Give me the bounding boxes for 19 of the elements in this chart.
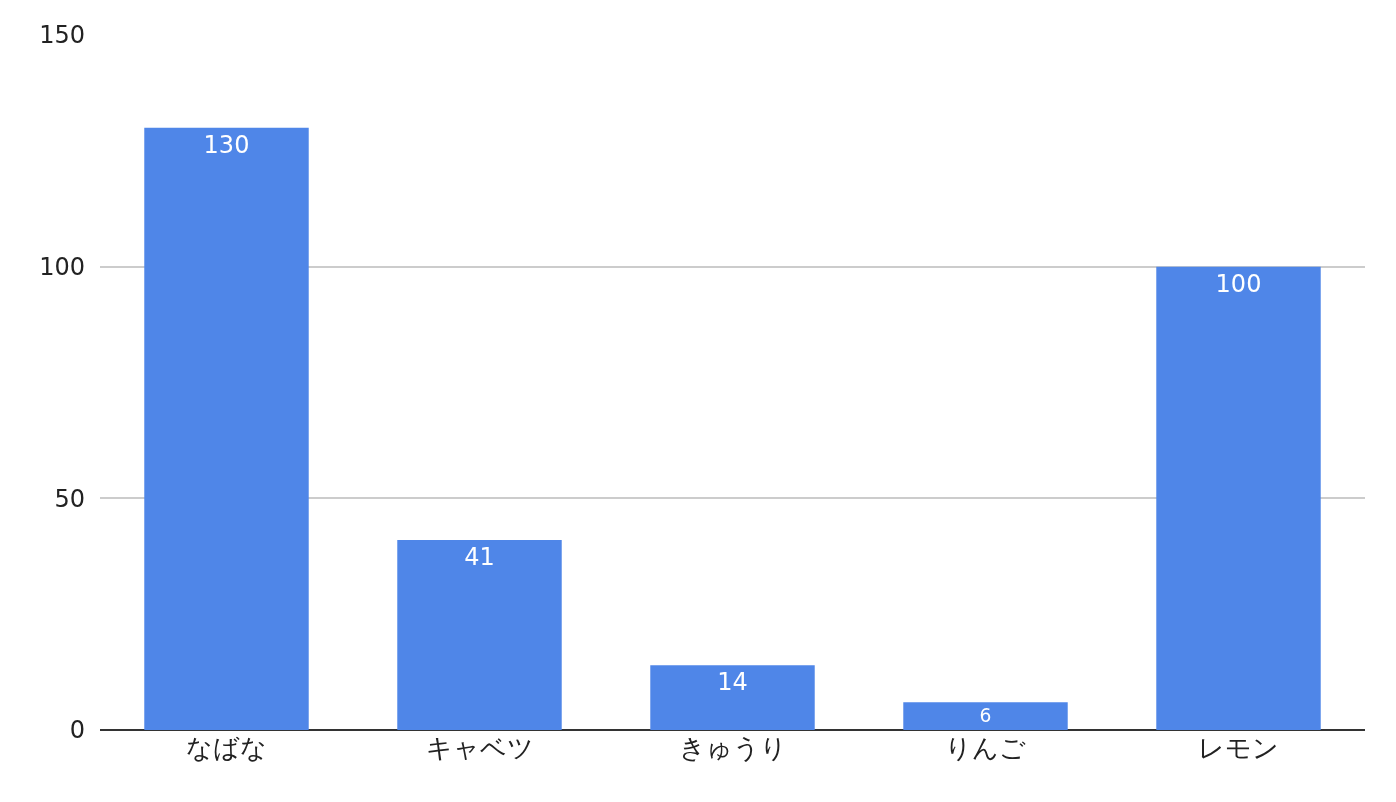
data-label: 100 [1215,269,1262,298]
data-label: 6 [979,705,992,727]
x-tick-label: レモン [1198,733,1279,763]
x-tick-label: なばな [186,733,267,763]
bar [397,540,562,730]
data-label: 130 [203,130,250,159]
bar [144,127,309,730]
bar [1156,266,1321,730]
data-label: 14 [717,668,748,697]
bar [903,702,1068,730]
bar [650,665,815,730]
x-tick-label: キャベツ [425,733,534,763]
y-tick-label: 150 [39,21,85,50]
x-tick-label: りんご [945,733,1026,763]
y-tick-label: 100 [39,253,85,282]
x-tick-label: きゅうり [678,733,787,763]
y-tick-label: 50 [54,484,85,513]
y-tick-label: 0 [69,716,85,745]
data-label: 41 [464,543,495,572]
